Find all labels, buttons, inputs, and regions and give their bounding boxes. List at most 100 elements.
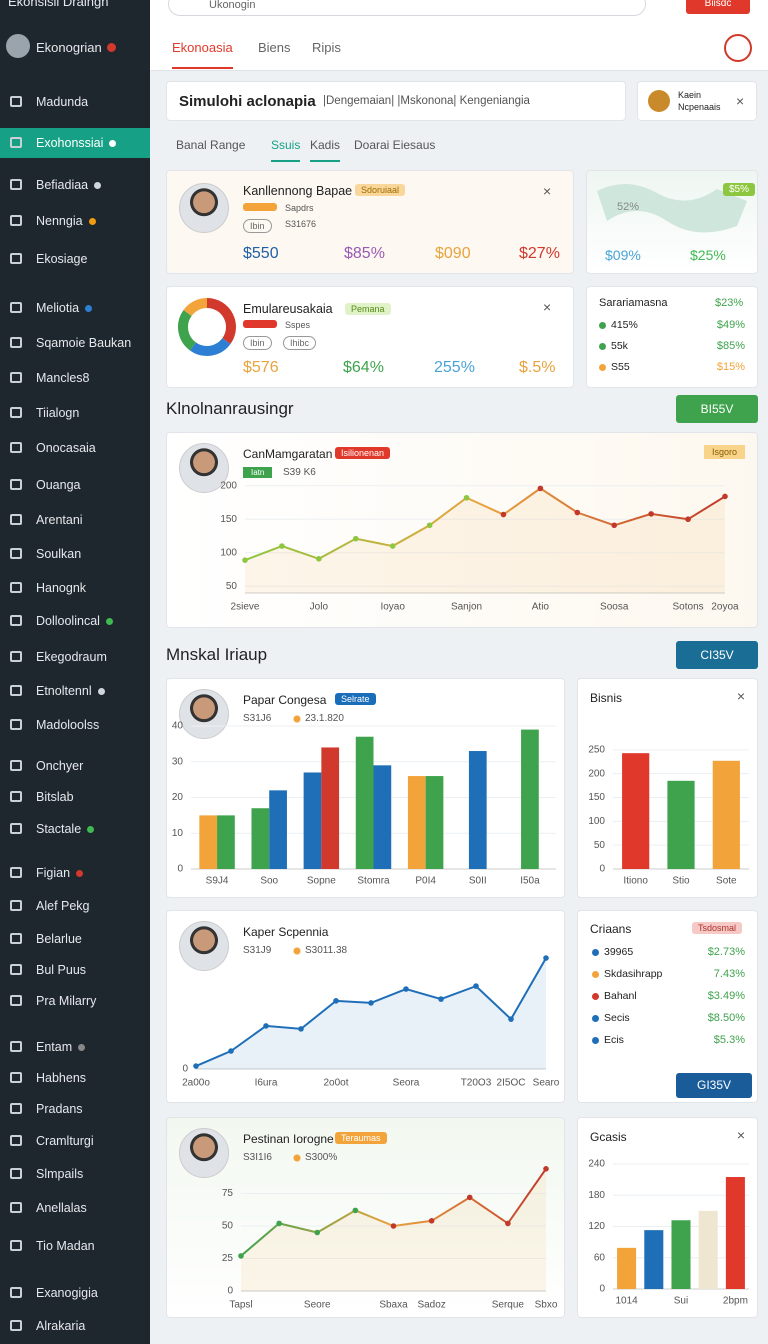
nav-item[interactable]: Alef Pekg [0, 891, 150, 921]
nav-item[interactable]: Stactale [0, 814, 150, 844]
nav-item[interactable]: Pradans [0, 1094, 150, 1124]
line [244, 487, 726, 562]
tab[interactable]: Ekonoasia [172, 40, 233, 69]
y-tick-label: 240 [588, 1159, 605, 1170]
bar [521, 729, 539, 869]
nav-item[interactable]: Arentani [0, 505, 150, 535]
nav-item[interactable]: Tiialogn [0, 398, 150, 428]
nav-dot [76, 870, 84, 877]
export-button[interactable]: CI35V [676, 641, 758, 669]
tab[interactable]: Ripis [312, 40, 341, 55]
chart-card: Gcasis × 0 60 120 180 240 1014 Sui 2bpm [577, 1117, 758, 1318]
point [238, 1253, 244, 1259]
nav-item[interactable]: Dolloolincal [0, 606, 150, 636]
badge: Sdoruiaal [355, 184, 406, 196]
nav-item[interactable]: Onocasaia [0, 433, 150, 463]
nav-item[interactable]: Soulkan [0, 539, 150, 569]
subtab[interactable]: Doarai Eiesaus [354, 138, 436, 152]
subtab[interactable]: Kadis [310, 138, 341, 162]
donut-slice [178, 309, 197, 351]
notice-line: Kaein [678, 90, 702, 100]
close[interactable]: × [543, 183, 552, 199]
x-tick-label: Stio [672, 876, 690, 887]
nav-item[interactable]: Entam [0, 1032, 150, 1062]
y-tick-label: 50 [222, 1221, 234, 1232]
row-label: 415% [611, 319, 638, 331]
banner-subtitle: |Dengemaian| |Mskonona| Kengeniangia [323, 95, 530, 107]
nav-label: Soulkan [36, 547, 82, 561]
subtab[interactable]: Ssuis [271, 138, 301, 162]
x-tick-label: Seora [393, 1078, 420, 1089]
nav-item[interactable]: Hanognk [0, 573, 150, 603]
nav-item[interactable]: Slmpails [0, 1159, 150, 1189]
meta: S300% [285, 1152, 338, 1163]
nav-item[interactable]: Etnoltennl [0, 676, 150, 706]
point [574, 509, 581, 516]
nav-item[interactable]: Alrakaria [0, 1311, 150, 1341]
nav-item[interactable]: Figian [0, 858, 150, 888]
nav-item[interactable]: Befiadiaa [0, 170, 150, 200]
nav-item[interactable]: Bul Puus [0, 955, 150, 985]
nav-item[interactable]: Ouanga [0, 470, 150, 500]
bar [725, 1177, 745, 1289]
row-label: Ecis [604, 1034, 624, 1046]
close[interactable]: × [736, 93, 745, 109]
point [333, 998, 339, 1004]
nav-item[interactable]: Pra Milarry [0, 986, 150, 1016]
nav-item[interactable]: Mancles8 [0, 363, 150, 393]
nav-item[interactable]: Meliotia [0, 293, 150, 323]
nav-item[interactable]: Cramlturgi [0, 1126, 150, 1156]
close[interactable]: × [736, 1127, 745, 1143]
y-tick-label: 0 [599, 1284, 605, 1295]
tab[interactable]: Biens [258, 40, 291, 55]
row-label: Secis [604, 1012, 630, 1024]
nav-label: Habhens [36, 1071, 87, 1085]
nav-dot [85, 305, 93, 312]
user-badge [107, 43, 116, 52]
x-tick-label: Atio [532, 602, 550, 613]
list-button[interactable]: GI35V [676, 1073, 752, 1098]
point [537, 485, 544, 492]
nav-item[interactable]: Onchyer [0, 751, 150, 781]
nav-item[interactable]: Belarlue [0, 924, 150, 954]
sidebar: Ekonsisii Draingn Ekonogrian Madunda Exoh… [0, 0, 150, 1344]
avatar [179, 921, 229, 971]
badge: Tsdosmal [692, 922, 743, 934]
x-tick-label: Itiono [623, 876, 648, 887]
bar [251, 808, 270, 869]
nav-item[interactable]: Habhens [0, 1063, 150, 1093]
close[interactable]: × [736, 688, 745, 704]
user-name[interactable]: Ekonogrian [36, 40, 102, 55]
nav-item[interactable]: Anellalas [0, 1193, 150, 1223]
chart-card: Kaper Scpennia S31J9 S3011.38 0 2a00o I6ura 2o… [166, 910, 565, 1103]
search[interactable]: Ukonogin [168, 0, 646, 16]
close[interactable]: × [543, 299, 552, 315]
nav-item[interactable]: Exohonssiai [0, 128, 150, 158]
nav-item[interactable]: Ekegodraum [0, 642, 150, 672]
nav-item[interactable]: Sqamoie Baukan [0, 328, 150, 358]
nav-item[interactable]: Tio Madan [0, 1231, 150, 1261]
x-tick-label: 2bpm [723, 1296, 748, 1307]
nav-label: Tio Madan [36, 1239, 95, 1253]
stat: $09% [605, 247, 641, 263]
nav-item[interactable]: Nenngia [0, 206, 150, 236]
notice-icon [648, 90, 670, 112]
nav-label: Sqamoie Baukan [36, 336, 132, 350]
subtab[interactable]: Banal Range [176, 138, 246, 152]
stat: $85% [344, 245, 385, 262]
bar [355, 736, 374, 869]
nav-dot [78, 1044, 86, 1051]
x-tick-label: Sotons [673, 602, 704, 613]
nav-item[interactable]: Bitslab [0, 782, 150, 812]
nav-item[interactable]: Madoloolss [0, 710, 150, 740]
mini-badge [243, 203, 277, 211]
x-tick-label: 1014 [615, 1296, 638, 1307]
profile[interactable] [724, 34, 752, 62]
stat: $090 [435, 245, 471, 262]
x-tick-label: Soosa [600, 602, 629, 613]
nav-item[interactable]: Exanogigia [0, 1278, 150, 1308]
nav-item[interactable]: Ekosiage [0, 244, 150, 274]
nav-item[interactable]: Madunda [0, 87, 150, 117]
export-button[interactable]: BI55V [676, 395, 758, 423]
top-button[interactable]: Biisdc [686, 0, 750, 14]
